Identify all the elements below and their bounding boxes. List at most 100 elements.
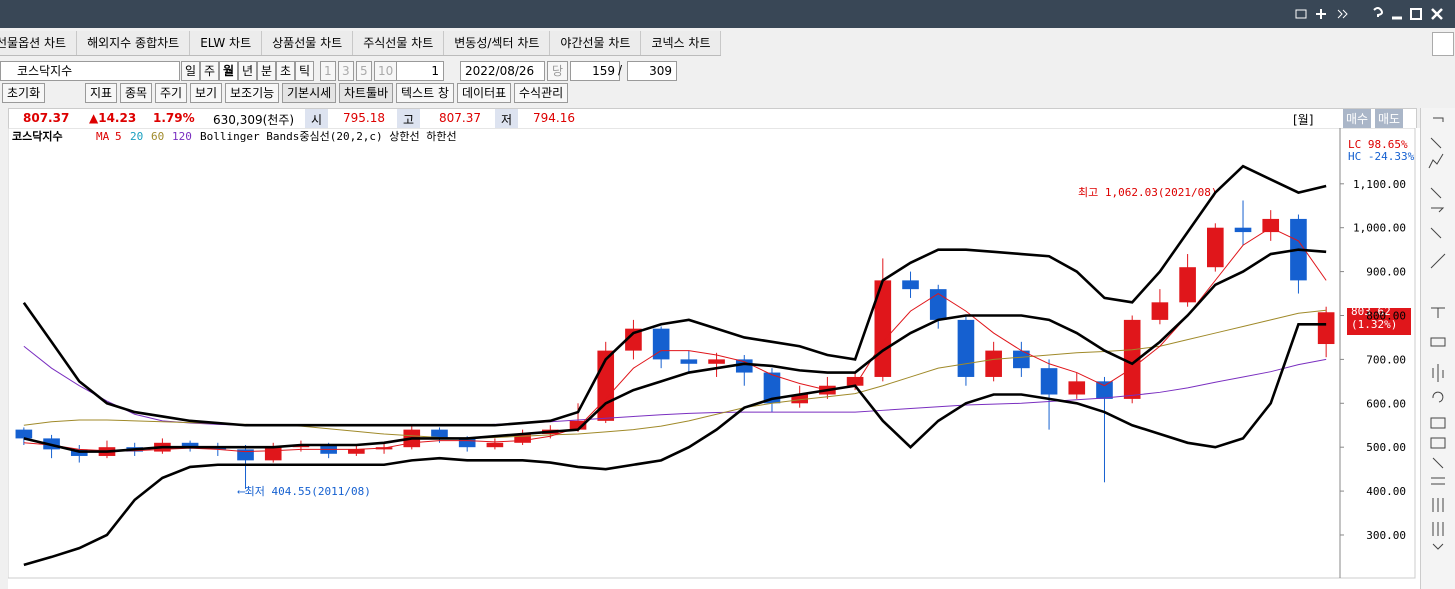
candle-body (1151, 302, 1169, 320)
indicator-line (23, 322, 1327, 567)
tool-button[interactable]: 기본시세 (282, 83, 337, 103)
candle-body (1013, 350, 1030, 369)
period-button[interactable]: 년 (238, 61, 258, 81)
legend-ma20: 20 (130, 130, 143, 143)
candle-body (1040, 368, 1058, 395)
tool-button[interactable]: 지표 (85, 83, 118, 103)
tab[interactable]: 주식선물 차트 (353, 31, 445, 55)
tab[interactable]: 코넥스 차트 (641, 31, 722, 55)
tool-button[interactable]: 텍스트 창 (396, 83, 454, 103)
pin[interactable] (1432, 32, 1454, 56)
y-tick-label: 500.00 (1366, 441, 1406, 454)
legend-ma60: 60 (151, 130, 164, 143)
y-tick-label: 1,000.00 (1353, 222, 1406, 235)
y-tick-label: 600.00 (1366, 397, 1406, 410)
change: ▲14.23 (89, 111, 137, 125)
tab[interactable]: ELW 차트 (190, 31, 263, 55)
step-button[interactable]: 3 (338, 61, 354, 81)
period-button[interactable]: 초 (276, 61, 296, 81)
hc: HC -24.33% (1348, 150, 1415, 163)
open: 795.18 (343, 111, 385, 125)
candle-body (237, 449, 254, 461)
tool-button[interactable]: 수식관리 (514, 83, 569, 103)
candle-body (348, 449, 365, 454)
price-tag-value: 803.62 (1351, 305, 1391, 318)
legend-symbol: 코스닥지수 (12, 129, 63, 143)
candle-body (680, 359, 698, 364)
tool-button[interactable]: 차트툴바 (339, 83, 394, 103)
tab[interactable]: 해외지수 종합차트 (77, 31, 191, 55)
high-label: 고 (397, 109, 421, 130)
tool-button[interactable]: 데이터표 (457, 83, 512, 103)
tool-button[interactable]: 초기화 (2, 83, 46, 103)
count[interactable]: 1 (396, 61, 444, 81)
legend-ma120: 120 (172, 130, 192, 143)
low-annotation: ⟵최저 404.55(2011/08) (237, 485, 371, 498)
step-button[interactable]: 1 (320, 61, 336, 81)
price-tag (1347, 308, 1411, 335)
candle-body (708, 359, 725, 364)
tool-button[interactable]: 보조기능 (225, 83, 280, 103)
tool-button[interactable]: 종목 (120, 83, 153, 103)
y-tick-label: 300.00 (1366, 529, 1406, 542)
total[interactable]: 309 (627, 61, 677, 81)
y-tick-label: 700.00 (1366, 353, 1406, 366)
period-button[interactable]: 틱 (295, 61, 315, 81)
candle-body (1262, 218, 1280, 233)
candle-body (486, 442, 504, 448)
candle-body (458, 438, 476, 448)
tab[interactable]: 야간선물 차트 (550, 31, 642, 55)
period-button[interactable]: 주 (200, 61, 220, 81)
candle-body (1179, 267, 1196, 303)
side-tools (1420, 108, 1455, 589)
indicator-line (23, 227, 1327, 453)
date[interactable]: 2022/08/26 (460, 61, 545, 81)
step-button[interactable]: 10 (374, 61, 398, 81)
symbol-input[interactable]: 코스닥지수 (0, 61, 180, 81)
candle-body (763, 372, 781, 404)
candle-body (1123, 319, 1141, 399)
period-button[interactable]: 월 (219, 61, 239, 81)
price-tag-rate: (1.32%) (1351, 318, 1397, 331)
title-bar (0, 0, 1455, 28)
period: [월] (1293, 113, 1314, 127)
high-annotation: 최고 1,062.03(2021/08) (1078, 186, 1217, 199)
tool-button[interactable]: 주기 (155, 83, 188, 103)
open-label: 시 (305, 109, 329, 130)
y-tick-label: 800.00 (1366, 309, 1406, 322)
position[interactable]: 159 (570, 61, 620, 81)
candle-body (1207, 227, 1224, 268)
chart: 코스닥지수 MA 5 20 60 120 Bollinger Bands중심선(… (8, 128, 1420, 589)
sell[interactable]: 매도 (1375, 109, 1404, 128)
low: 794.16 (533, 111, 575, 125)
candle-body (625, 328, 642, 351)
candle-body (1096, 381, 1113, 399)
quote-bar: 807.37 ▲14.23 1.79% 630,309(천주) 시 795.18… (8, 108, 1417, 130)
tab[interactable]: 변동성/섹터 차트 (444, 31, 551, 55)
buy[interactable]: 매수 (1343, 109, 1372, 128)
y-tick-label: 400.00 (1366, 485, 1406, 498)
candle-body (1234, 227, 1252, 233)
candle-body (1317, 312, 1335, 345)
tab-bar: 선물옵션 차트 해외지수 종합차트 ELW 차트 상품선물 차트 주식선물 차트 변동성/… (0, 31, 722, 56)
candle-body (846, 376, 864, 386)
candle-body (15, 429, 33, 439)
period-button[interactable]: 일 (181, 61, 201, 81)
step-button[interactable]: 5 (356, 61, 372, 81)
price: 807.37 (23, 111, 70, 125)
window-icons (1295, 7, 1443, 20)
legend-ma: MA (96, 130, 110, 143)
candle-body (431, 429, 448, 439)
tab[interactable]: 선물옵션 차트 (0, 31, 78, 55)
y-tick-label: 1,100.00 (1353, 178, 1406, 191)
today[interactable]: 당 (547, 61, 569, 81)
tab[interactable]: 상품선물 차트 (262, 31, 354, 55)
rate: 1.79% (153, 111, 195, 125)
candle-body (791, 394, 808, 404)
period-button[interactable]: 분 (257, 61, 277, 81)
volume: 630,309(천주) (213, 113, 295, 127)
tool-button[interactable]: 보기 (190, 83, 223, 103)
candle-body (652, 328, 670, 360)
